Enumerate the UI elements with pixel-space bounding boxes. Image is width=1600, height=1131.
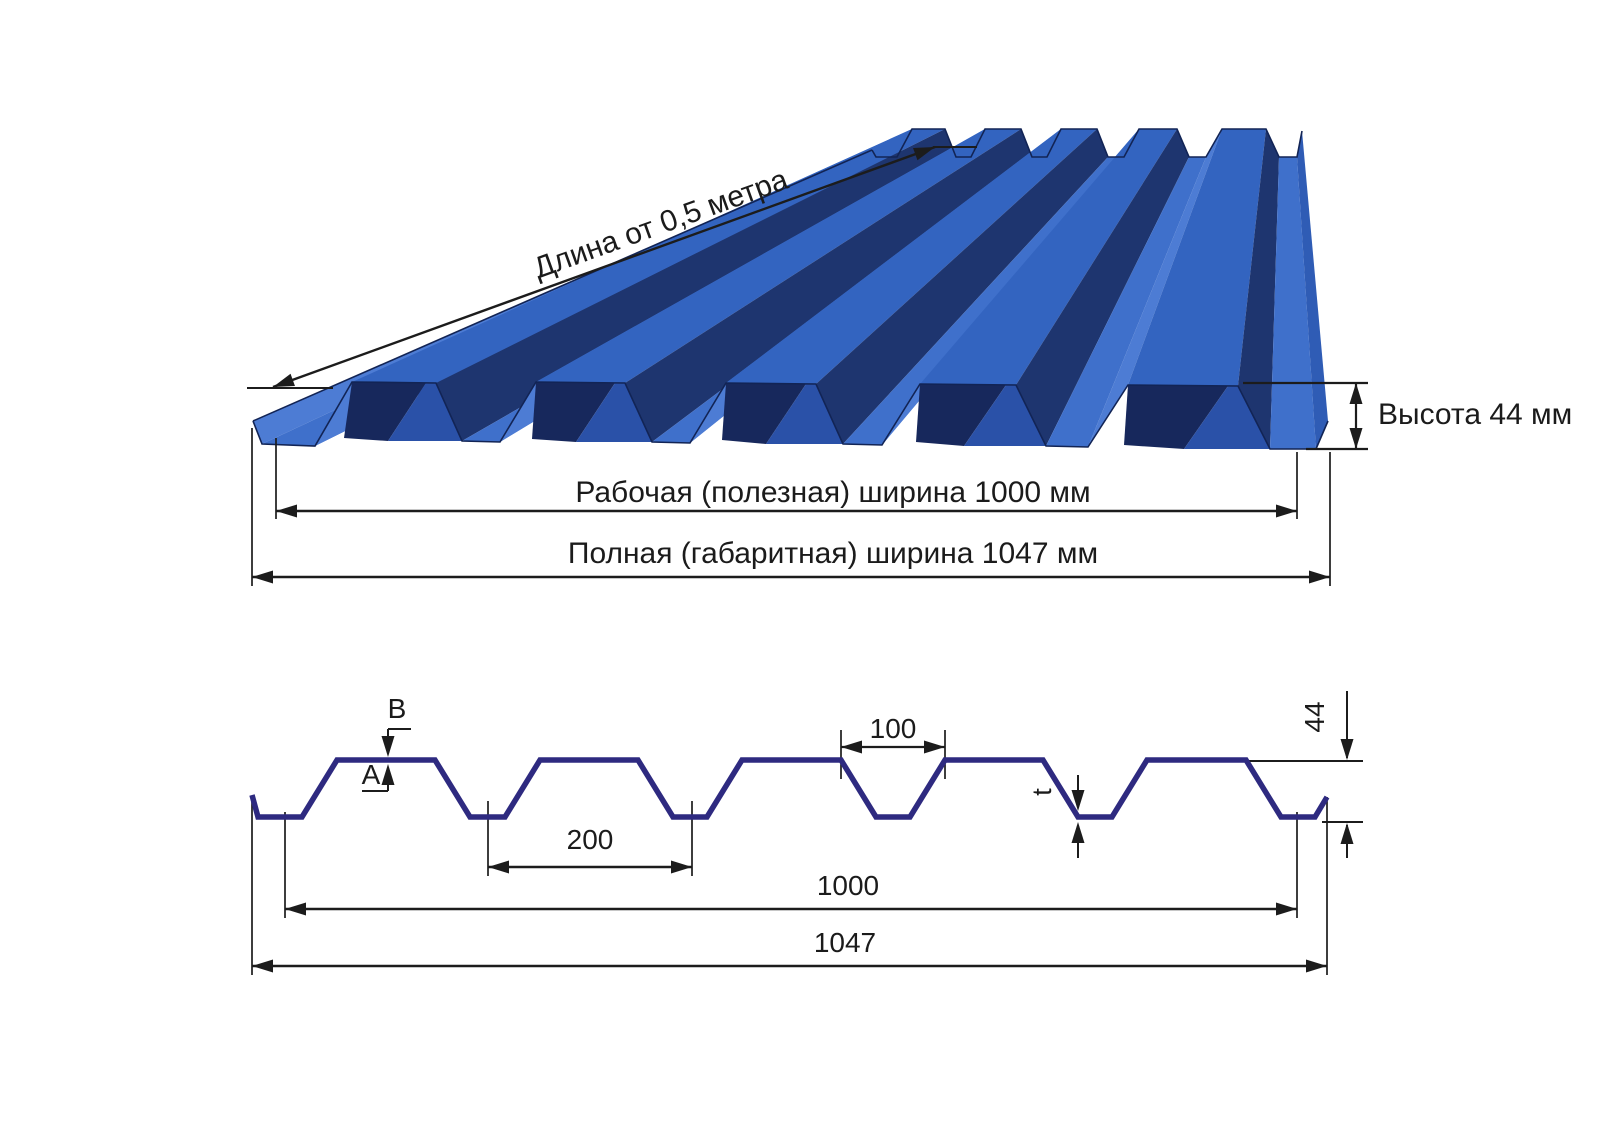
sheet-face: [352, 129, 945, 383]
sheet-face: [388, 383, 462, 441]
label-a: A: [362, 759, 381, 790]
sheet-face: [916, 384, 1006, 446]
dimension-line: [272, 145, 936, 389]
dimension-arrowhead: [1349, 383, 1363, 404]
dimension-arrowhead: [1349, 428, 1363, 449]
dimension-arrowhead: [285, 902, 306, 916]
dimension-arrowhead: [924, 740, 945, 754]
groove-width-value: 100: [870, 713, 917, 744]
sheet-face: [726, 129, 1097, 384]
sheet-edge: [252, 149, 873, 422]
dimension-arrowhead: [1071, 822, 1085, 843]
dimension-arrowhead: [273, 373, 295, 387]
dimension-arrowhead: [1276, 504, 1297, 518]
dimension-arrowhead: [671, 860, 692, 874]
dimension-arrowhead: [1340, 823, 1354, 844]
sheet-face: [1124, 385, 1228, 449]
sheet-face: [436, 129, 956, 441]
full-width-label: Полная (габаритная) ширина 1047 мм: [568, 537, 1098, 570]
sheet-edge: [871, 128, 1303, 158]
sheet-face: [532, 382, 615, 442]
sheet-face: [816, 129, 1108, 444]
dimension-arrowhead: [841, 740, 862, 754]
label-b: B: [388, 693, 407, 724]
dimension-lines: [247, 145, 1368, 975]
sheet-face: [536, 129, 1021, 383]
dimension-arrowhead: [252, 570, 273, 584]
thickness-label: t: [1027, 788, 1057, 796]
sheet-face: [1128, 129, 1266, 386]
dimension-arrowhead: [381, 764, 395, 785]
sheet-face: [576, 383, 652, 442]
sheet-face: [1088, 129, 1222, 447]
profiled-sheet-3d-view: [252, 128, 1329, 450]
height-dimension-label: Высота 44 мм: [1378, 398, 1572, 431]
cross-section-labels: B A 100 t 44 200 1000 1047: [362, 693, 1330, 958]
sheet-face: [1238, 129, 1279, 449]
dimension-arrowhead: [276, 504, 297, 518]
full-width-value: 1047: [814, 927, 876, 958]
dimension-arrowhead: [252, 959, 273, 973]
dimension-arrowhead: [381, 736, 395, 757]
sheet-face: [1184, 386, 1270, 449]
sheet-face: [344, 382, 426, 441]
sheet-face: [1046, 157, 1206, 447]
sheet-face: [1297, 131, 1328, 449]
dimension-arrowhead: [1071, 790, 1085, 811]
dimension-arrowhead: [488, 860, 509, 874]
profile-cross-section: [249, 757, 1330, 820]
sheet-face: [920, 129, 1177, 385]
pitch-value: 200: [567, 824, 614, 855]
sheet-face: [722, 383, 806, 444]
dimension-arrowhead: [1306, 959, 1327, 973]
sheet-face: [1270, 157, 1316, 449]
working-width-value: 1000: [817, 870, 879, 901]
profile-outline: [249, 757, 1330, 820]
dimension-arrowhead: [1309, 570, 1330, 584]
dimension-arrowhead: [1340, 739, 1354, 760]
profile-height-value: 44: [1299, 701, 1330, 732]
sheet-face: [766, 384, 843, 444]
working-width-label: Рабочая (полезная) ширина 1000 мм: [575, 476, 1090, 509]
sheet-face: [964, 385, 1046, 446]
dimension-arrowhead: [913, 147, 935, 161]
sheet-face: [625, 129, 1032, 442]
sheet-face: [1016, 129, 1189, 446]
dimension-arrowhead: [1276, 902, 1297, 916]
sheet-edge: [252, 381, 1329, 450]
